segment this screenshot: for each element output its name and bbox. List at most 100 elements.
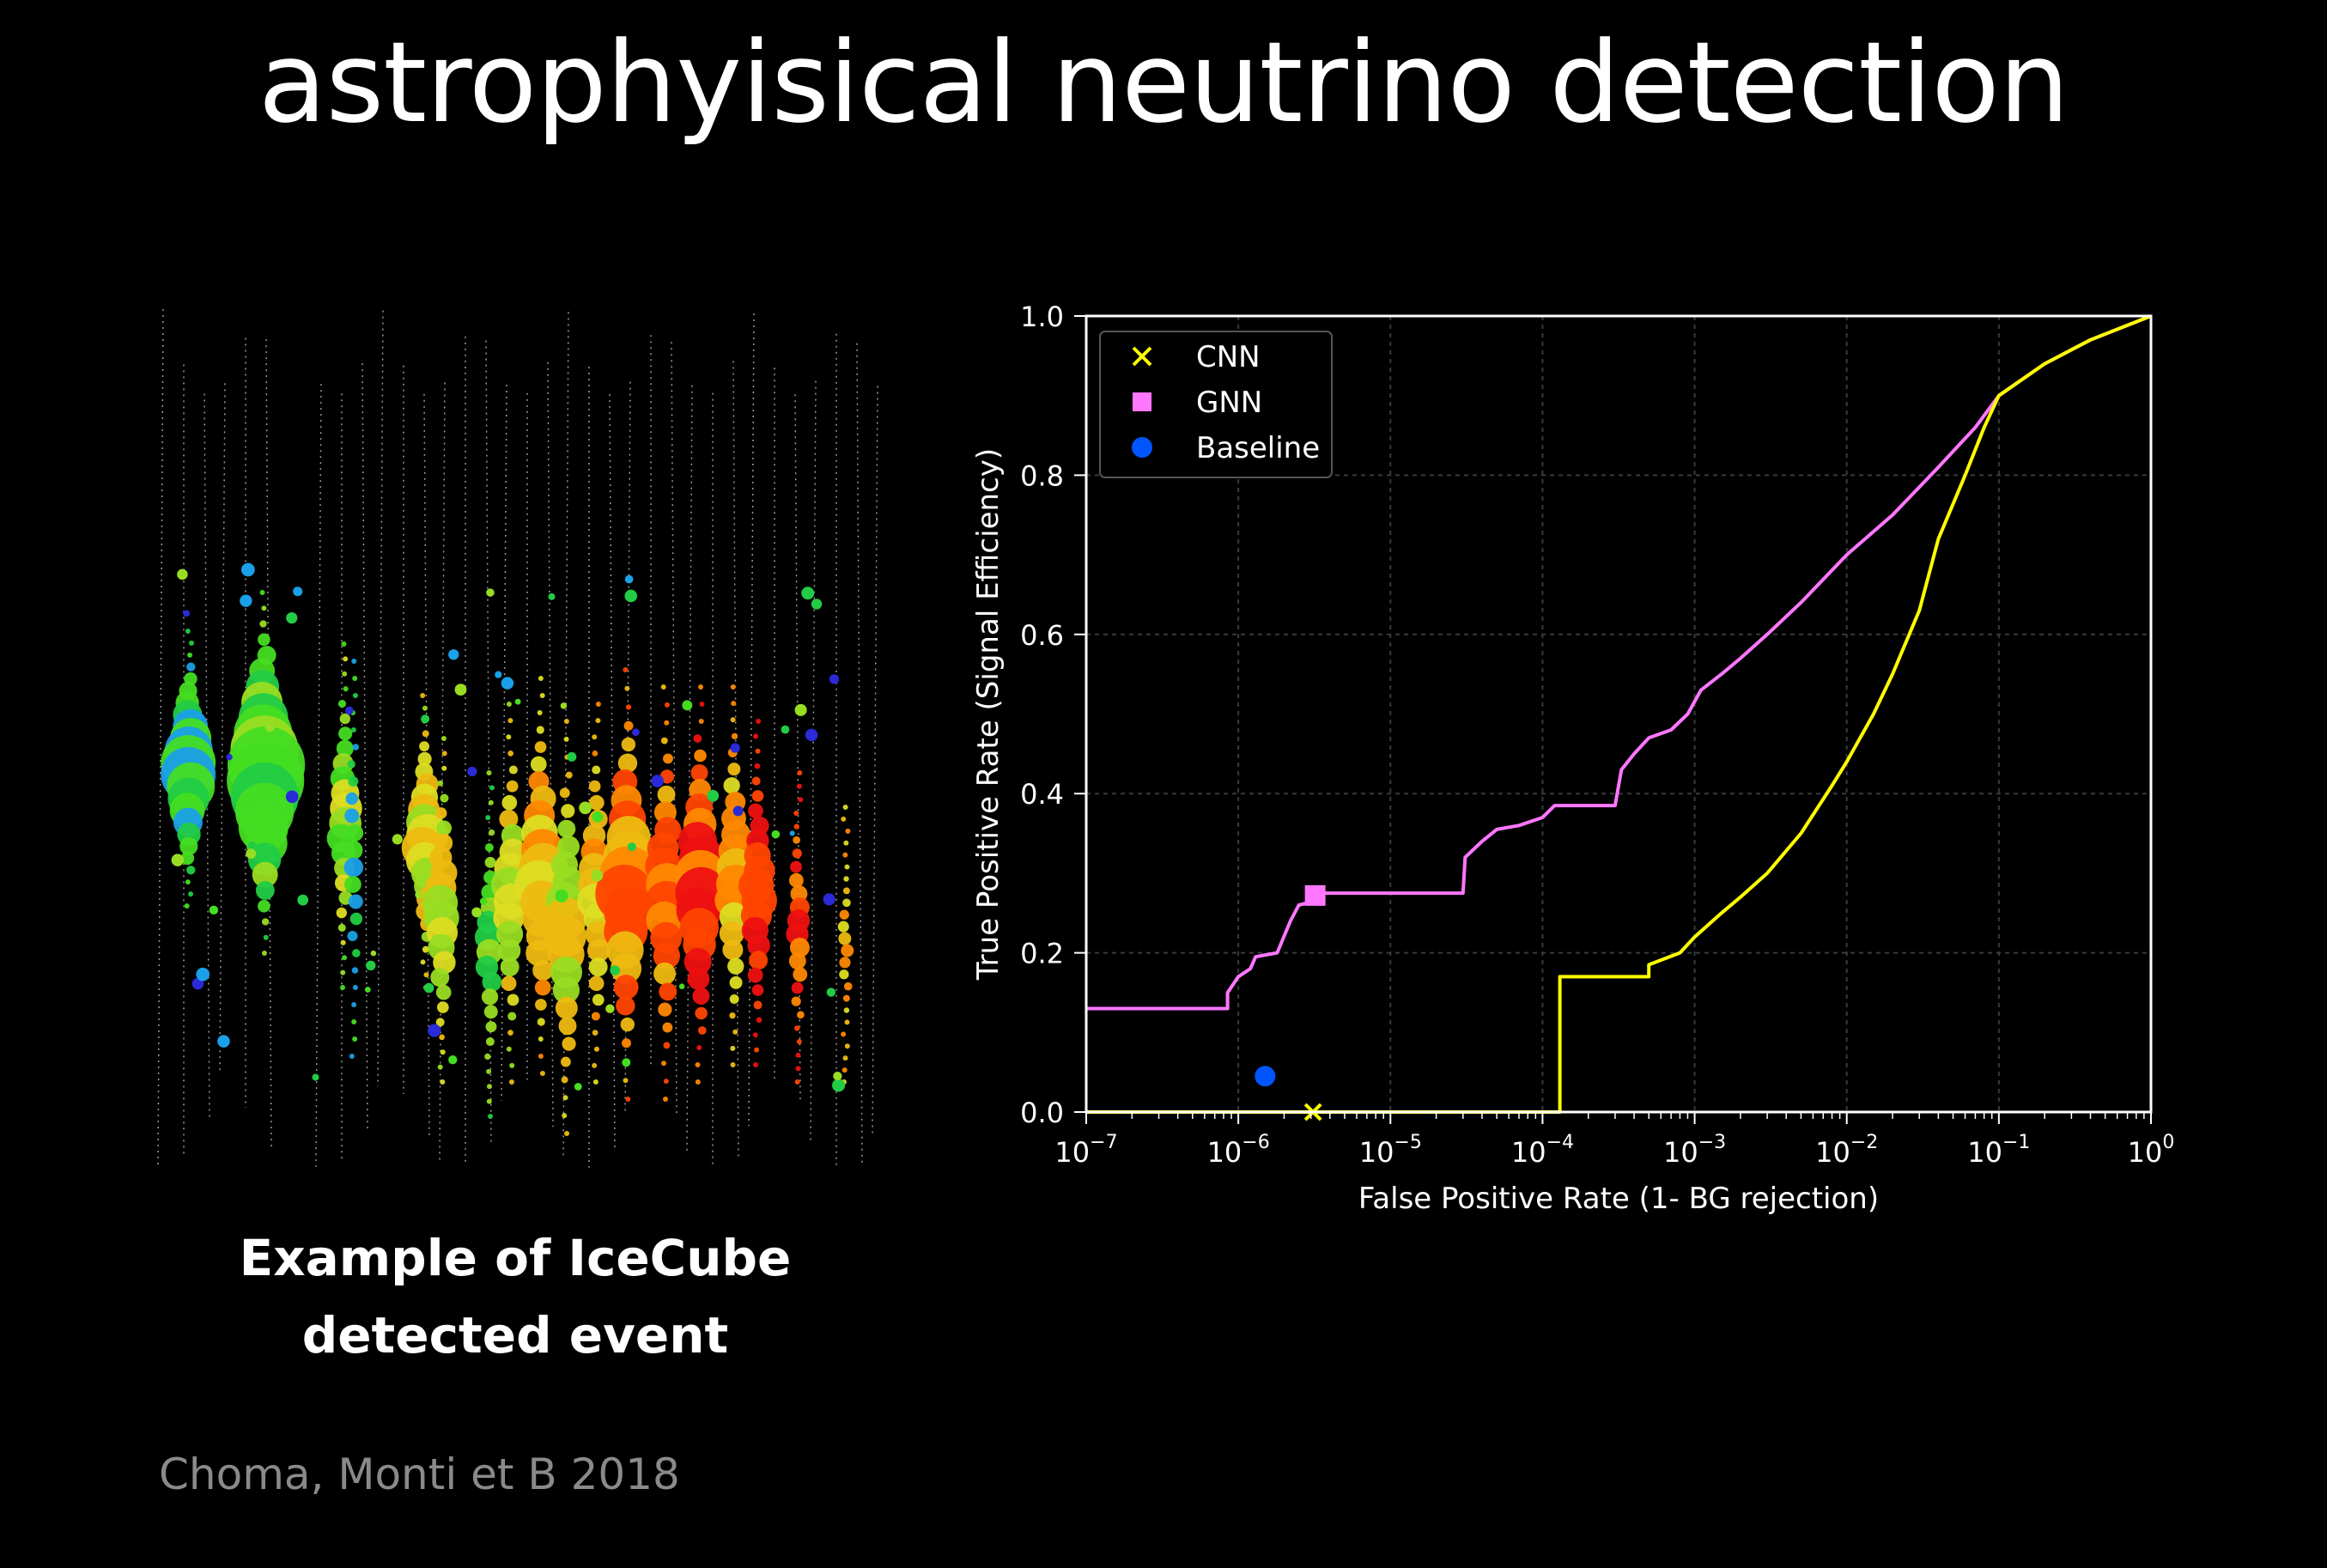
hit-dom: [587, 939, 611, 963]
hit-dom: [591, 869, 604, 882]
hit-dom: [467, 766, 477, 777]
y-axis-label: True Positive Rate (Signal Efficiency): [971, 448, 1006, 981]
hit-dom: [620, 1017, 635, 1032]
hit-dom: [422, 730, 429, 738]
hit-dom: [499, 809, 519, 829]
hit-dom: [662, 1022, 673, 1033]
hit-dom: [747, 933, 770, 957]
hit-dom: [842, 898, 851, 908]
hit-dom: [555, 889, 568, 903]
legend-marker-cnn: [1132, 346, 1152, 367]
hit-dom: [841, 1031, 847, 1037]
hit-dom: [658, 1002, 672, 1017]
hit-dom: [352, 676, 358, 681]
hit-dom: [421, 714, 430, 724]
hit-dom: [486, 770, 492, 775]
event-caption-line-2: detected event: [301, 1306, 729, 1364]
hit-dom: [613, 975, 639, 1000]
hit-dom: [731, 732, 738, 740]
hit-dom: [663, 753, 673, 764]
hit-dom: [694, 749, 707, 763]
hit-dom: [366, 960, 376, 971]
hit-dom: [796, 1039, 802, 1045]
hit-dom: [653, 962, 677, 985]
hit-dom: [534, 741, 547, 753]
hit-dom: [693, 734, 702, 743]
detector-string: [671, 342, 677, 1115]
hit-dom: [610, 965, 620, 975]
hit-dom: [692, 988, 710, 1005]
hit-dom: [651, 775, 664, 787]
x-tick-label: 10−4: [1511, 1132, 1574, 1169]
hit-dom: [794, 703, 807, 716]
hit-dom: [730, 743, 740, 753]
hit-dom: [171, 854, 185, 866]
hit-dom: [436, 1001, 449, 1013]
hit-dom: [564, 1131, 570, 1136]
legend-marker-cnn: [1132, 346, 1152, 367]
hit-dom: [696, 1045, 702, 1050]
hit-dom: [823, 893, 835, 906]
hit-dom: [592, 751, 598, 757]
hit-dom: [344, 706, 354, 715]
hit-dom: [663, 1042, 671, 1049]
series-line-cnn: [1086, 314, 2152, 1114]
x-tick-label: 10−5: [1359, 1132, 1422, 1169]
x-tick-label: 10−3: [1663, 1132, 1726, 1169]
hit-dom: [751, 776, 761, 786]
hit-dom: [839, 909, 849, 920]
detector-string: [157, 308, 164, 1169]
hit-dom: [842, 852, 848, 858]
hit-dom: [841, 944, 854, 957]
hit-dom: [625, 1097, 631, 1102]
hit-dom: [662, 1097, 668, 1102]
hit-dom: [440, 736, 447, 741]
hit-dom: [747, 967, 763, 983]
hit-dom: [559, 787, 570, 799]
detector-string: [377, 310, 384, 1087]
hit-dom: [261, 918, 270, 926]
hit-dom: [259, 620, 267, 628]
hit-dom: [420, 959, 426, 965]
hit-dom: [574, 1083, 582, 1091]
plot-frame: [1085, 314, 2153, 1114]
hit-dom: [843, 1007, 850, 1013]
hit-dom: [722, 939, 744, 961]
hit-dom: [370, 950, 377, 957]
event-caption-line-1: Example of IceCube: [239, 1229, 792, 1287]
hit-dom: [509, 1062, 515, 1068]
hit-dom: [508, 1079, 514, 1085]
hit-dom: [343, 656, 349, 662]
hit-dom: [420, 693, 426, 698]
hit-dom: [592, 1079, 598, 1085]
hit-dom: [187, 652, 193, 658]
hit-dom: [349, 912, 363, 926]
detector-string: [204, 393, 210, 1121]
hit-dom: [798, 797, 804, 803]
hit-dom: [482, 972, 502, 992]
hit-dom: [664, 702, 670, 708]
legend-label: GNN: [1196, 386, 1262, 420]
hit-dom: [437, 1064, 443, 1070]
hit-dom: [771, 830, 781, 839]
hit-dom: [829, 674, 840, 684]
hit-dom: [555, 996, 578, 1019]
x-tick-label: 100: [2128, 1132, 2175, 1169]
hit-dom: [753, 1062, 759, 1067]
hit-dom: [537, 1018, 545, 1026]
hit-dom: [422, 945, 429, 953]
hit-dom: [789, 830, 795, 836]
hit-dom: [844, 864, 850, 870]
hit-dom: [719, 921, 744, 946]
hit-dom: [506, 780, 519, 793]
hit-dom: [188, 640, 194, 646]
hit-dom: [485, 815, 491, 821]
hit-dom: [501, 677, 514, 690]
icecube-event-display: [157, 308, 878, 1169]
hit-dom: [729, 994, 739, 1004]
hit-dom: [534, 979, 551, 996]
hit-dom: [500, 957, 519, 977]
hit-dom: [788, 952, 806, 970]
hit-dom: [791, 982, 804, 994]
hit-dom: [352, 1036, 358, 1042]
